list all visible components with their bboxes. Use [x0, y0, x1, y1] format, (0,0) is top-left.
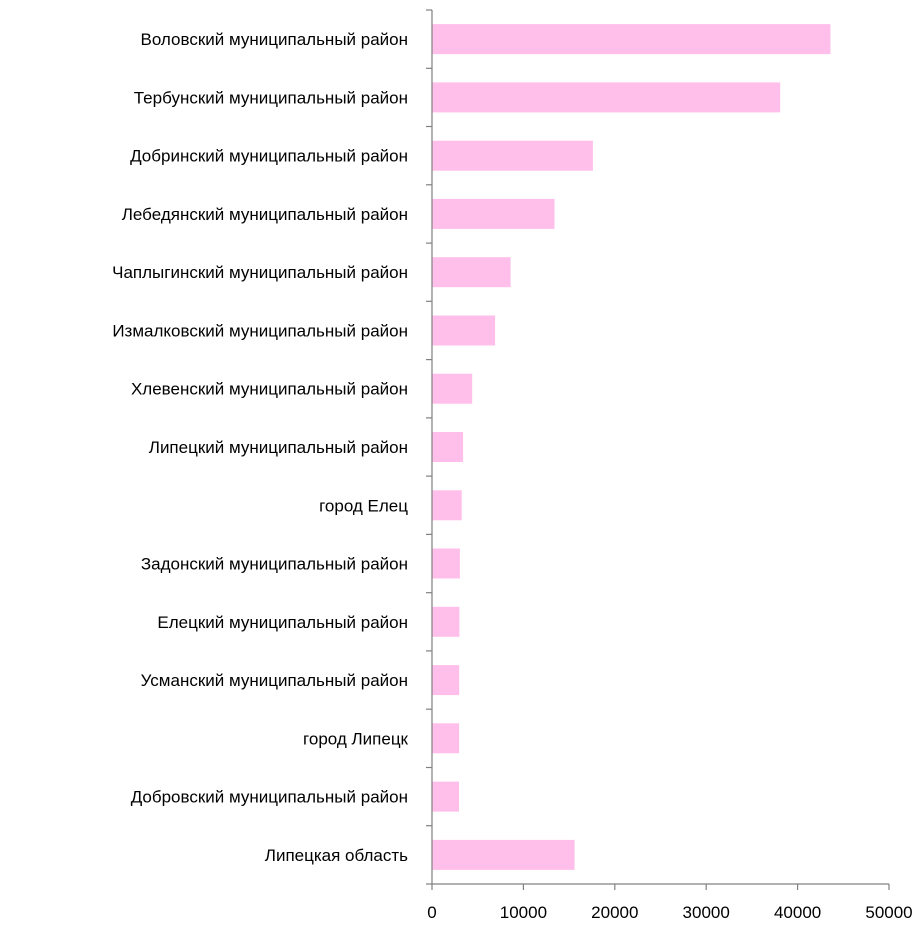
x-tick-label-1: 10000 — [500, 903, 547, 922]
bars — [432, 24, 831, 870]
category-label-11: Усманский муниципальный район — [141, 671, 408, 690]
x-tick-label-2: 20000 — [591, 903, 638, 922]
axes — [426, 9, 890, 890]
bar-5 — [432, 315, 496, 346]
category-label-8: город Елец — [319, 496, 408, 515]
category-label-13: Добровский муниципальный район — [131, 788, 408, 807]
category-label-3: Лебедянский муниципальный район — [122, 205, 408, 224]
x-tick-label-5: 50000 — [865, 903, 912, 922]
category-label-5: Измалковский муниципальный район — [112, 322, 408, 341]
x-axis-tick-labels: 0 10000 20000 30000 40000 50000 — [427, 903, 912, 922]
category-label-7: Липецкий муниципальный район — [149, 438, 408, 457]
bar-0 — [432, 24, 831, 55]
bar-11 — [432, 665, 460, 696]
category-label-14: Липецкая область — [265, 846, 408, 865]
x-tick-label-3: 30000 — [683, 903, 730, 922]
x-tick-label-4: 40000 — [774, 903, 821, 922]
bar-13 — [432, 781, 459, 812]
category-labels: Воловский муниципальный район Тербунский … — [112, 30, 408, 865]
bar-3 — [432, 198, 555, 229]
category-label-1: Тербунский муниципальный район — [134, 88, 408, 107]
x-tick-label-0: 0 — [427, 903, 436, 922]
category-label-9: Задонский муниципальный район — [141, 555, 408, 574]
bar-8 — [432, 490, 462, 521]
category-label-2: Добринский муниципальный район — [130, 147, 408, 166]
bar-1 — [432, 82, 781, 113]
category-label-4: Чаплыгинский муниципальный район — [112, 263, 408, 282]
bar-6 — [432, 373, 473, 404]
category-label-10: Елецкий муниципальный район — [157, 613, 408, 632]
category-label-6: Хлевенский муниципальный район — [131, 380, 408, 399]
category-label-12: город Липецк — [303, 729, 409, 748]
bar-7 — [432, 432, 464, 462]
bar-2 — [432, 140, 593, 171]
bar-12 — [432, 723, 460, 754]
bar-10 — [432, 606, 460, 637]
bar-9 — [432, 548, 460, 579]
bar-4 — [432, 257, 511, 288]
bar-14 — [432, 839, 575, 870]
category-label-0: Воловский муниципальный район — [141, 30, 408, 49]
